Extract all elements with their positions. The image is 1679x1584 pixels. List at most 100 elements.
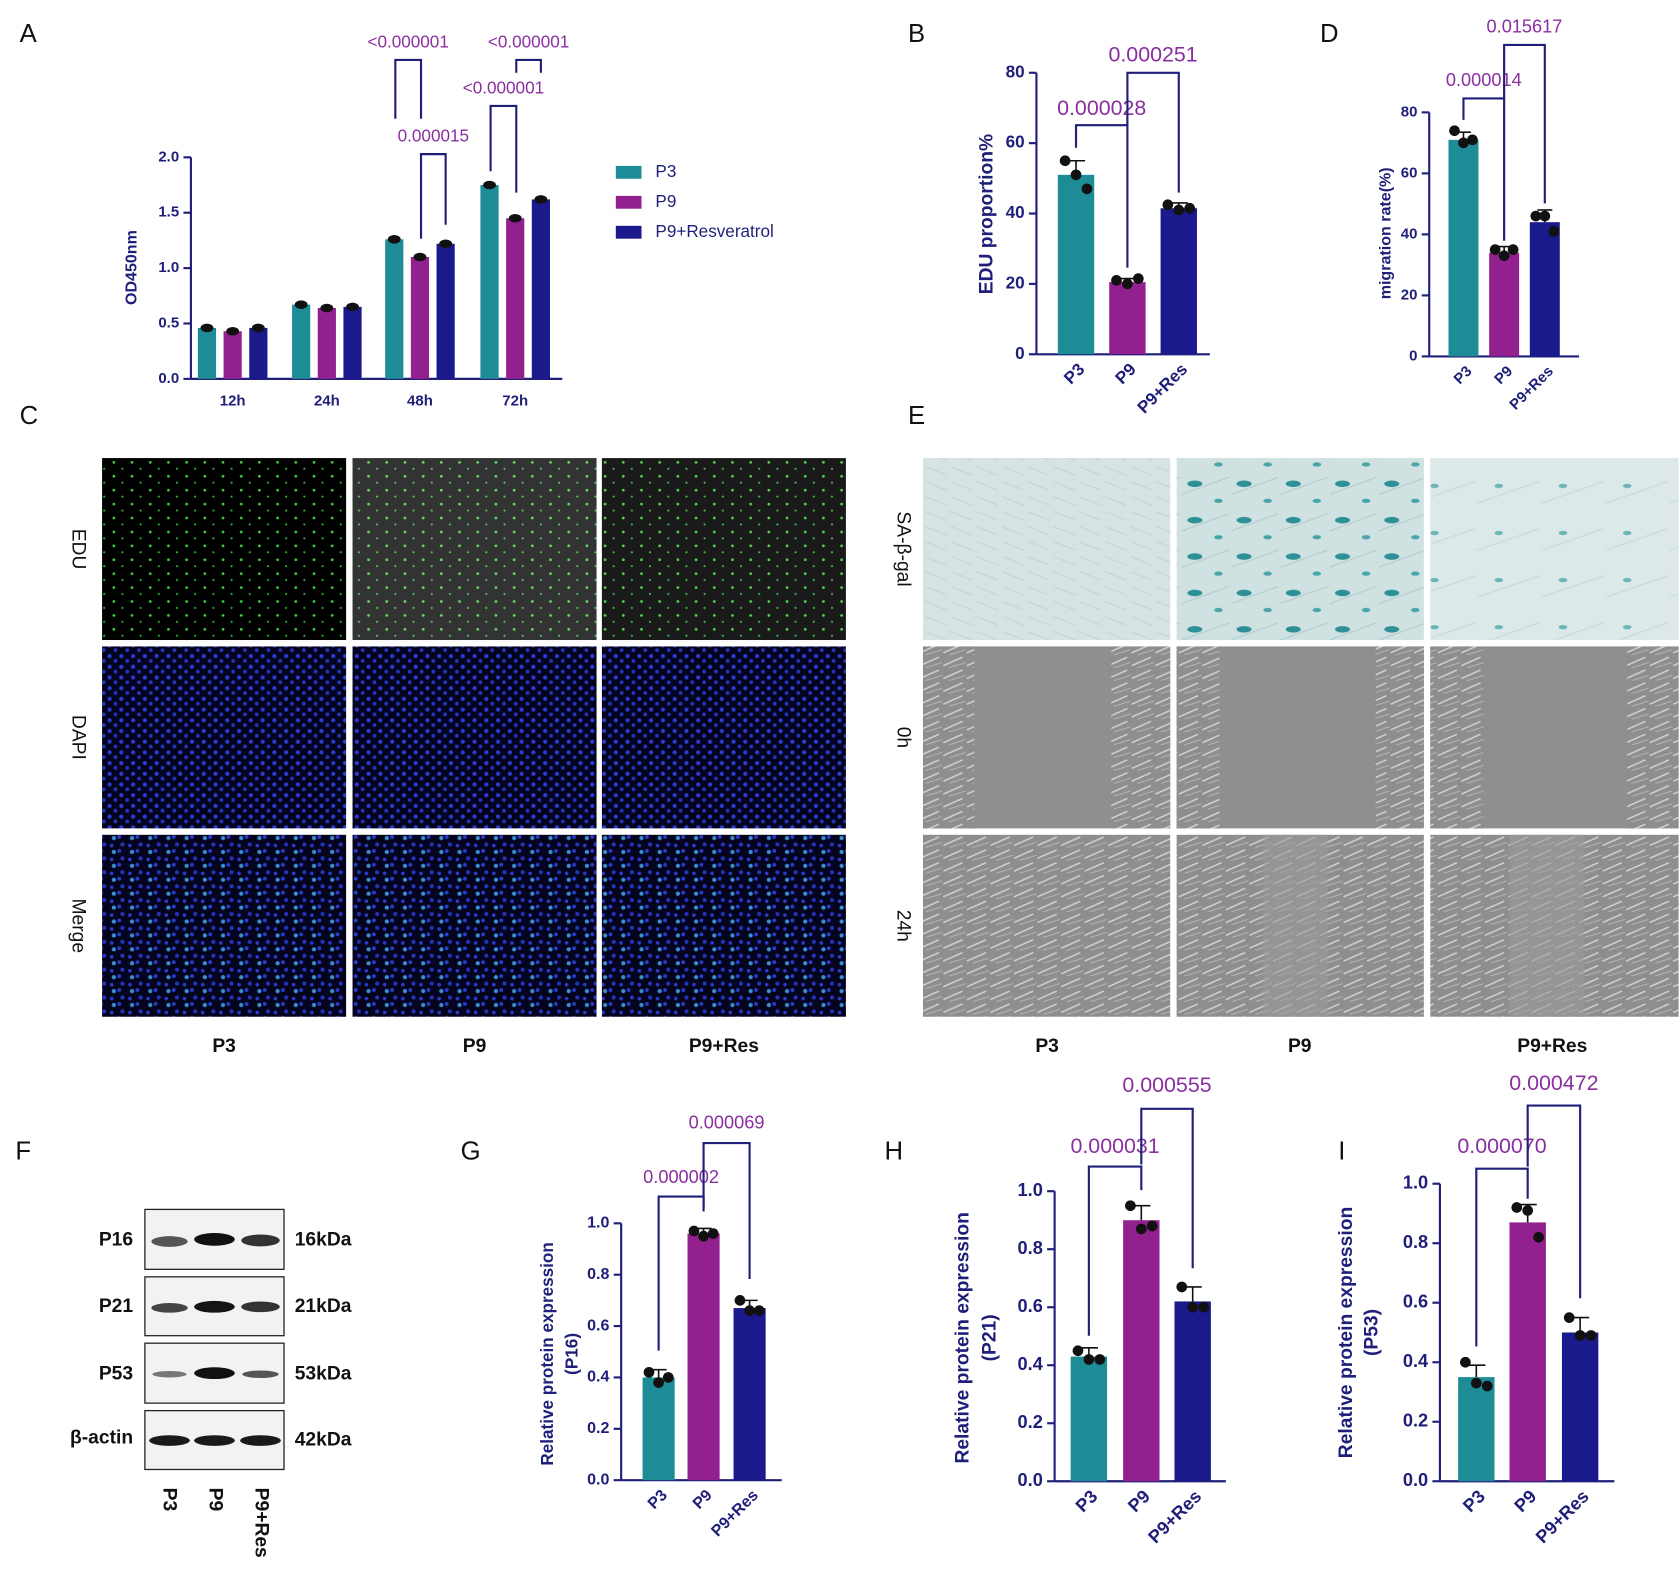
x-tick-label: P9 bbox=[1491, 363, 1516, 388]
y-tick-label: 0.0 bbox=[587, 1470, 609, 1488]
data-point bbox=[387, 235, 401, 244]
panel-label: A bbox=[20, 20, 38, 48]
replicate-point bbox=[734, 1295, 746, 1306]
replicate-point bbox=[1184, 202, 1196, 214]
bar bbox=[1509, 1222, 1546, 1482]
micrograph bbox=[1176, 458, 1424, 641]
x-tick-label: P3 bbox=[644, 1486, 671, 1513]
y-tick-label: 60 bbox=[1401, 164, 1418, 181]
micrograph bbox=[352, 646, 597, 829]
p-value: 0.000251 bbox=[1108, 42, 1197, 66]
cell-layer bbox=[1430, 646, 1484, 829]
row-label: SA-β-gal bbox=[893, 511, 914, 586]
y-axis-label: EDU proportion% bbox=[976, 134, 997, 294]
y-tick-label: 2.0 bbox=[158, 148, 179, 165]
x-tick-label: P9+Res bbox=[708, 1486, 762, 1540]
replicate-point bbox=[1470, 1377, 1482, 1389]
row-label: DAPI bbox=[67, 715, 88, 760]
y-tick-label: 0.6 bbox=[587, 1316, 609, 1334]
y-tick-label: 20 bbox=[1006, 273, 1025, 292]
y-tick-label: 0.6 bbox=[1403, 1292, 1428, 1312]
column-label: P3 bbox=[212, 1036, 236, 1057]
p-value: 0.000014 bbox=[1446, 70, 1522, 90]
panel-label: B bbox=[908, 20, 925, 48]
significance-bracket bbox=[515, 58, 542, 73]
micrograph bbox=[352, 834, 597, 1017]
data-point bbox=[294, 300, 308, 309]
y-tick-label: 1.0 bbox=[1018, 1180, 1043, 1200]
y-tick-label: 1.0 bbox=[158, 259, 179, 276]
column-label: P9+Res bbox=[689, 1036, 759, 1057]
replicate-point bbox=[653, 1377, 664, 1388]
bar bbox=[343, 306, 362, 379]
legend-label: P3 bbox=[655, 162, 676, 181]
replicate-point bbox=[1481, 1380, 1493, 1392]
micrograph bbox=[102, 834, 347, 1017]
data-point bbox=[534, 195, 548, 204]
cell-layer bbox=[1375, 646, 1424, 829]
y-tick-label: 0.2 bbox=[1403, 1411, 1428, 1431]
y-tick-label: 80 bbox=[1401, 103, 1418, 120]
y-tick-label: 80 bbox=[1006, 62, 1025, 81]
x-tick-label: 12h bbox=[220, 392, 246, 409]
bar bbox=[1123, 1220, 1160, 1482]
y-tick-label: 0.2 bbox=[1018, 1412, 1043, 1432]
x-tick-label: P3 bbox=[1451, 363, 1476, 388]
micrograph bbox=[1430, 458, 1679, 641]
legend-label: P9 bbox=[655, 192, 676, 211]
replicate-point bbox=[1094, 1354, 1106, 1365]
significance-bracket bbox=[1526, 1104, 1582, 1299]
replicate-point bbox=[1070, 169, 1082, 181]
x-tick-label: 48h bbox=[407, 392, 433, 409]
panel-label: C bbox=[20, 402, 39, 430]
band bbox=[194, 1300, 235, 1313]
x-tick-label: P9 bbox=[1124, 1486, 1154, 1516]
replicate-point bbox=[1146, 1220, 1158, 1232]
protein-label: β-actin bbox=[70, 1428, 133, 1449]
bar bbox=[1489, 252, 1520, 357]
significance-bracket bbox=[1087, 1165, 1143, 1336]
cell-layer bbox=[1111, 646, 1171, 829]
replicate-point bbox=[744, 1305, 755, 1317]
micrograph-grid bbox=[102, 458, 846, 1017]
replicate-point bbox=[662, 1372, 674, 1383]
y-axis-label: (P53) bbox=[1362, 1309, 1383, 1356]
replicate-point bbox=[1548, 225, 1560, 237]
panel-label: F bbox=[15, 1137, 31, 1165]
cell-layer bbox=[1627, 646, 1679, 829]
replicate-point bbox=[1498, 250, 1510, 262]
p-value: 0.000070 bbox=[1457, 1134, 1546, 1158]
y-tick-label: 1.0 bbox=[1403, 1173, 1428, 1193]
row-label: Merge bbox=[67, 898, 88, 953]
replicate-point bbox=[1563, 1312, 1575, 1323]
replicate-point bbox=[1533, 1231, 1544, 1243]
lane-label: P9+Res bbox=[250, 1488, 271, 1558]
legend-swatch bbox=[615, 225, 642, 239]
band bbox=[241, 1301, 280, 1313]
lane-label: P9 bbox=[204, 1488, 225, 1512]
replicate-point bbox=[1507, 244, 1519, 255]
replicate-point bbox=[1467, 134, 1478, 146]
replicate-point bbox=[1522, 1205, 1534, 1216]
significance-bracket bbox=[1126, 71, 1180, 193]
micrograph bbox=[102, 458, 347, 641]
p-value: 0.000031 bbox=[1070, 1134, 1159, 1158]
band bbox=[194, 1232, 235, 1246]
y-axis-label: (P21) bbox=[980, 1314, 1001, 1361]
x-tick-label: P3 bbox=[1072, 1486, 1102, 1516]
micrograph bbox=[601, 458, 846, 641]
band bbox=[151, 1236, 188, 1247]
column-label: P3 bbox=[1035, 1036, 1059, 1057]
cell-layer bbox=[1176, 646, 1220, 829]
y-tick-label: 1.0 bbox=[587, 1214, 609, 1232]
micrograph bbox=[352, 458, 597, 641]
p-value: <0.000001 bbox=[463, 78, 544, 97]
bands bbox=[149, 1232, 281, 1446]
p-value: 0.000028 bbox=[1057, 96, 1146, 120]
p-value: 0.000015 bbox=[398, 127, 469, 146]
data-point bbox=[200, 323, 214, 333]
column-label: P9+Res bbox=[1517, 1036, 1587, 1057]
panel-label: I bbox=[1338, 1137, 1345, 1165]
replicate-point bbox=[1585, 1330, 1597, 1341]
